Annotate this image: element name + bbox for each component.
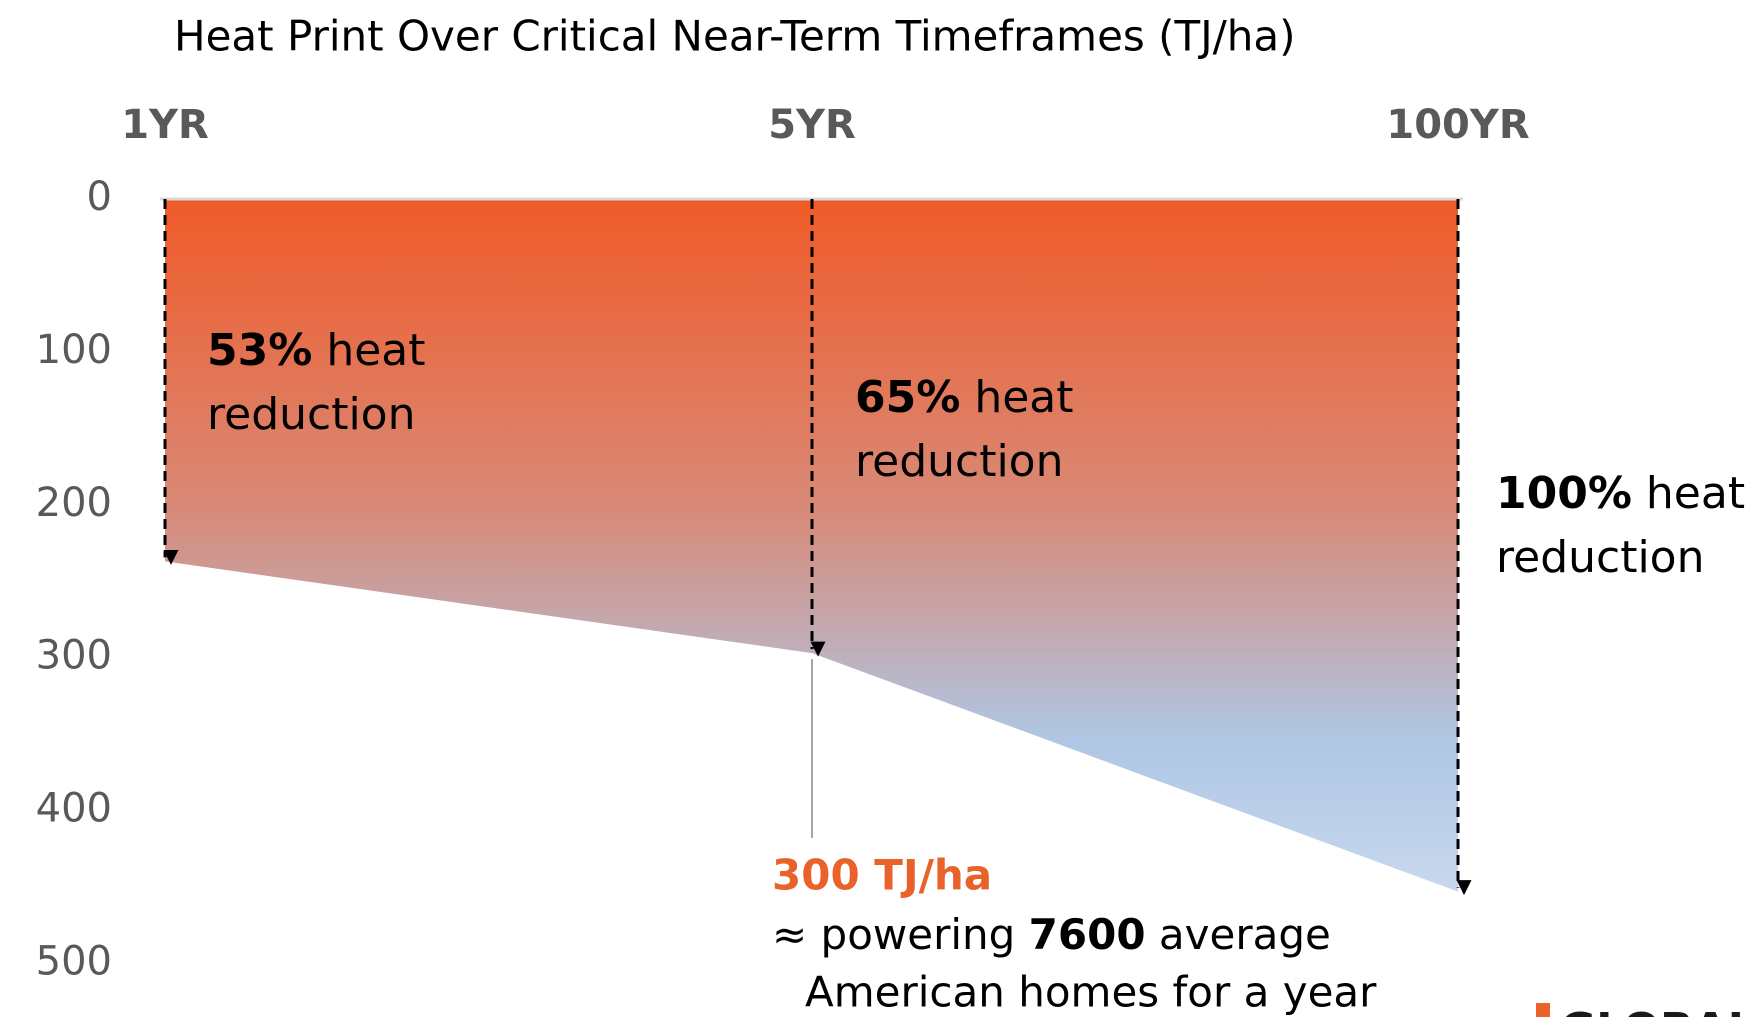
annotation: 65% heat [855,372,1074,423]
callout-text: ≈ powering 7600 average [772,910,1331,959]
logo-mark [1536,1003,1550,1017]
annotation-bold: 53% [207,325,312,376]
y-tick-label: 400 [36,786,112,832]
y-tick-label: 300 [36,633,112,679]
callout-bold: 7600 [1029,910,1146,959]
y-tick-label: 200 [36,480,112,526]
annotation-text: heat [1632,468,1745,519]
annotation-line2: reduction [1496,532,1704,583]
y-tick-label: 100 [36,327,112,373]
area [165,199,1458,892]
callout-post: average [1146,910,1331,959]
chart-title: Heat Print Over Critical Near-Term Timef… [174,12,1295,61]
x-tick-label: 5YR [768,102,856,148]
x-tick-label: 1YR [121,102,209,148]
callout-value: 300 TJ/ha [772,851,992,900]
y-tick-label: 500 [36,938,112,984]
annotation-bold: 100% [1496,468,1632,519]
annotation-bold: 65% [855,372,960,423]
y-tick-label: 0 [87,174,112,220]
callout-pre: ≈ powering [772,910,1029,959]
logo: GLOBAL [1560,1004,1756,1017]
annotation: 100% heat [1496,468,1745,519]
annotation: 53% heat [207,325,426,376]
annotation-text: heat [960,372,1073,423]
callout-line2: American homes for a year [805,968,1377,1017]
annotation-line2: reduction [207,389,415,440]
annotation-line2: reduction [855,436,1063,487]
annotation-text: heat [312,325,425,376]
x-tick-label: 100YR [1386,102,1529,148]
